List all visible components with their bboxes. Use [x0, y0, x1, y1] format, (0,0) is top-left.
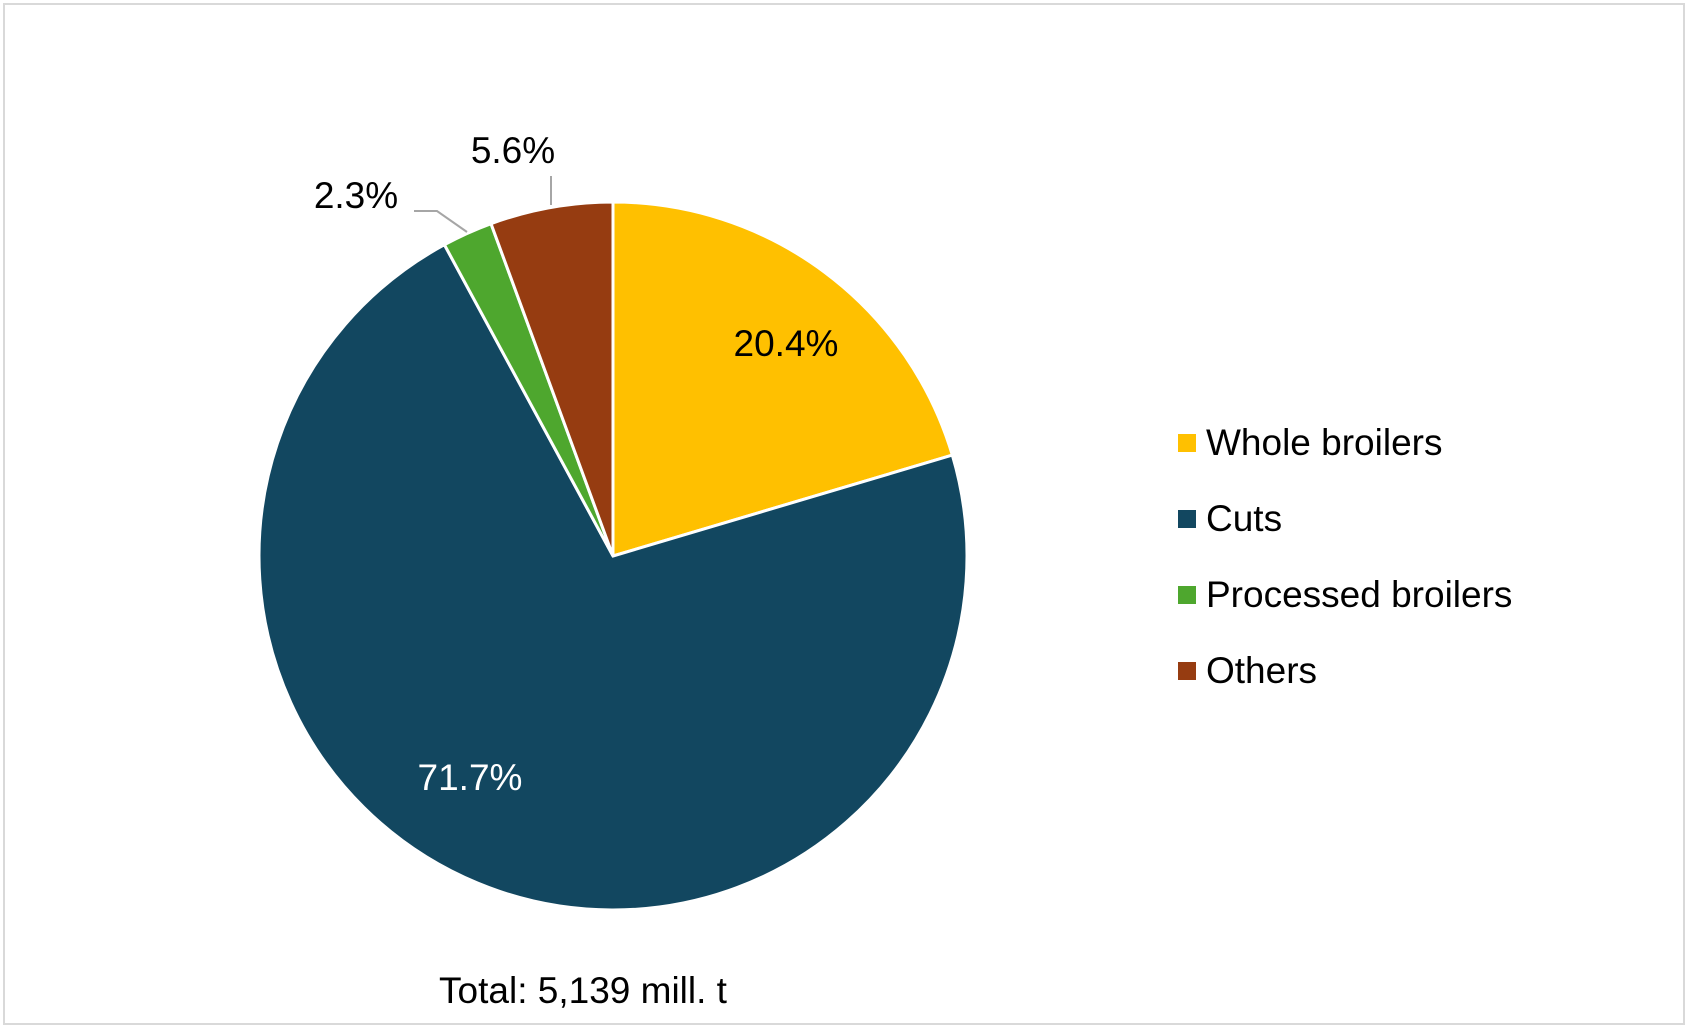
legend-item-processed-broilers: Processed broilers	[1178, 557, 1512, 633]
legend-swatch	[1178, 510, 1196, 528]
pie-slice-cuts	[257, 242, 969, 912]
data-label-whole-broilers: 20.4%	[734, 323, 839, 364]
pie-slice-others	[489, 200, 615, 557]
legend: Whole broilers Cuts Processed broilers Othe…	[1178, 405, 1512, 709]
legend-item-others: Others	[1178, 633, 1512, 709]
legend-label: Whole broilers	[1206, 422, 1443, 463]
chart-footer-total: Total: 5,139 mill. t	[439, 970, 728, 1011]
legend-swatch	[1178, 434, 1196, 452]
legend-swatch	[1178, 662, 1196, 680]
legend-item-cuts: Cuts	[1178, 481, 1512, 557]
data-label-others: 5.6%	[471, 130, 555, 171]
legend-swatch	[1178, 586, 1196, 604]
leader-line-processed-broilers	[414, 210, 468, 233]
legend-label: Cuts	[1206, 498, 1283, 539]
data-label-processed-broilers: 2.3%	[314, 175, 398, 216]
legend-label: Processed broilers	[1206, 574, 1513, 615]
chart-frame	[3, 3, 1685, 1025]
legend-item-whole-broilers: Whole broilers	[1178, 405, 1512, 481]
pie-slice-whole-broilers	[611, 200, 955, 559]
legend-label: Others	[1206, 650, 1318, 691]
data-label-cuts: 71.7%	[418, 757, 523, 798]
